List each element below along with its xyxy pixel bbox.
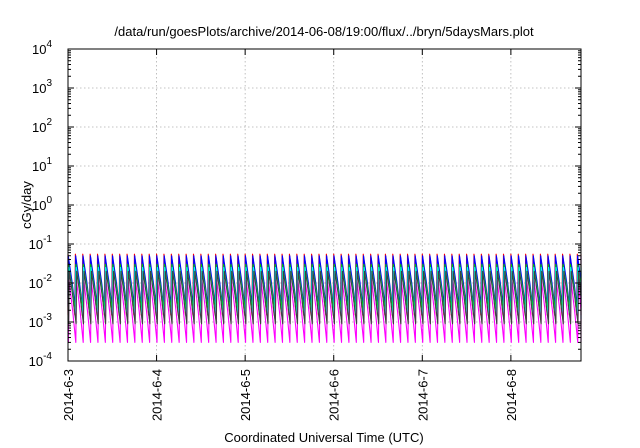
series-layer (67, 253, 582, 343)
y-tick-exponent: 0 (46, 195, 52, 206)
y-tick-base: 10 (29, 354, 43, 369)
y-tick-base: 10 (32, 198, 46, 213)
x-tick-label: 2014-6-6 (327, 369, 342, 421)
y-tick-label: 104 (32, 39, 52, 57)
x-tick-label: 2014-6-4 (150, 369, 165, 421)
y-tick-base: 10 (32, 81, 46, 96)
y-tick-label: 10-4 (29, 351, 53, 369)
y-tick-exponent: 2 (46, 117, 52, 128)
y-tick-exponent: -2 (43, 273, 52, 284)
y-tick-label: 103 (32, 78, 52, 96)
y-tick-exponent: 3 (46, 78, 52, 89)
y-tick-base: 10 (29, 315, 43, 330)
y-tick-exponent: -1 (43, 234, 52, 245)
chart-title: /data/run/goesPlots/archive/2014-06-08/1… (114, 24, 534, 39)
y-tick-exponent: -4 (43, 351, 52, 362)
series-line (67, 270, 582, 325)
y-tick-base: 10 (29, 237, 43, 252)
y-axis-label: cGy/day (19, 181, 34, 229)
y-tick-exponent: 1 (46, 156, 52, 167)
y-tick-base: 10 (32, 159, 46, 174)
y-tick-label: 10-3 (29, 312, 53, 330)
y-tick-label: 10-2 (29, 273, 53, 291)
y-tick-exponent: -3 (43, 312, 52, 323)
x-tick-label: 2014-6-3 (61, 369, 76, 421)
x-tick-label: 2014-6-8 (504, 369, 519, 421)
x-tick-label: 2014-6-5 (238, 369, 253, 421)
x-tick-label: 2014-6-7 (415, 369, 430, 421)
y-tick-label: 10-1 (29, 234, 53, 252)
x-axis-label: Coordinated Universal Time (UTC) (224, 430, 423, 445)
y-tick-base: 10 (32, 120, 46, 135)
tick-layer (67, 48, 581, 362)
y-tick-base: 10 (32, 42, 46, 57)
x-tick-labels: 2014-6-3 2014-6-4 2014-6-5 2014-6-6 2014-6-7… (61, 369, 519, 421)
y-tick-label: 102 (32, 117, 52, 135)
y-tick-base: 10 (29, 276, 43, 291)
y-tick-label: 101 (32, 156, 52, 174)
y-tick-label: 100 (32, 195, 52, 213)
y-tick-exponent: 4 (46, 39, 52, 50)
